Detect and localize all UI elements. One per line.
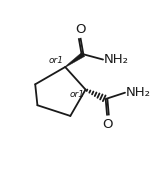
Polygon shape [65, 52, 85, 67]
Text: O: O [75, 23, 86, 36]
Text: or1: or1 [49, 56, 64, 65]
Text: O: O [102, 118, 112, 131]
Text: NH₂: NH₂ [104, 53, 129, 66]
Text: NH₂: NH₂ [126, 86, 151, 99]
Text: or1: or1 [70, 90, 85, 99]
